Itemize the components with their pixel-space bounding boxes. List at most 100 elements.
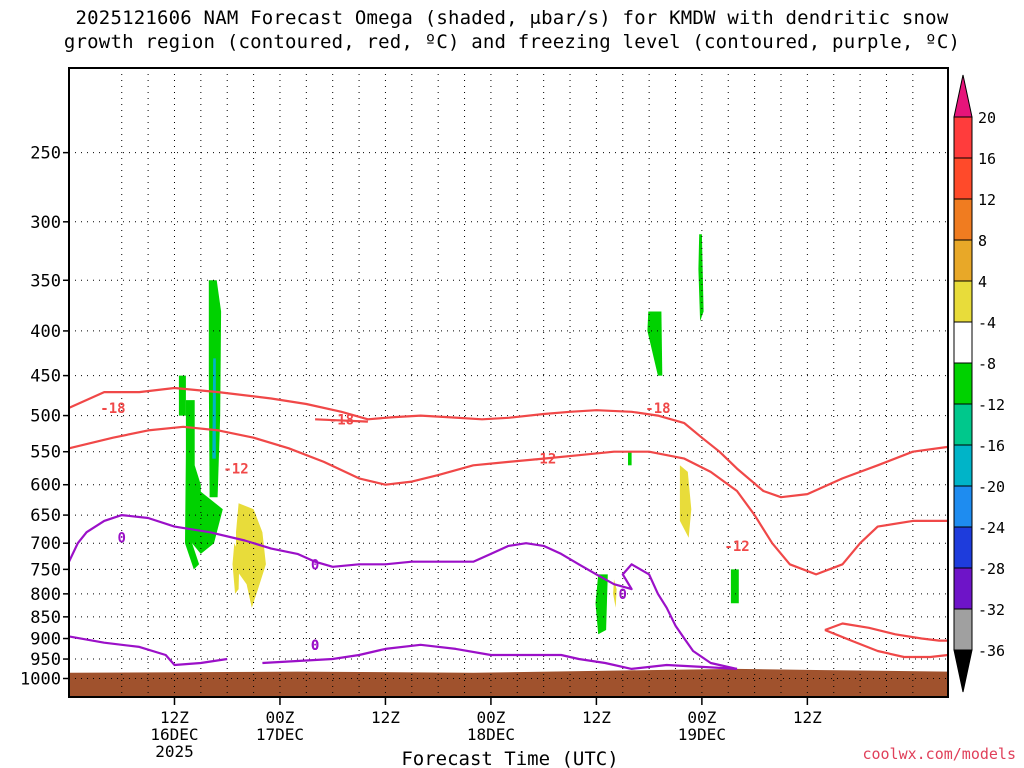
y-tick-label-850: 850 [30, 608, 61, 628]
colorbar-label-3: 8 [978, 232, 987, 250]
omega-region-4 [212, 358, 216, 459]
x-tick-label-42-0: 00Z [476, 708, 505, 727]
colorbar-swatch-2 [953, 198, 973, 241]
contour--18b [315, 418, 368, 423]
colorbar-swatch-4 [953, 280, 973, 323]
colorbar-top-arrow [953, 74, 973, 118]
colorbar-swatch-7 [953, 403, 973, 446]
y-tick-label-550: 550 [30, 443, 61, 463]
contour-label--12b: -12 [531, 452, 556, 468]
colorbar-label-2: 12 [978, 191, 996, 209]
x-tick-label-78-0: 12Z [793, 708, 822, 727]
chart-title-line-2: growth region (contoured, red, ºC) and f… [63, 31, 961, 53]
y-tick-label-650: 650 [30, 506, 61, 526]
contour-label--12c: -12 [724, 539, 749, 555]
omega-region-0 [178, 375, 186, 416]
omega-region-6 [232, 543, 240, 594]
contour-label-0low: 0 [311, 638, 319, 654]
x-tick-label-54-0: 12Z [582, 708, 611, 727]
colorbar-label-6: -8 [978, 355, 996, 373]
colorbar-label-11: -28 [978, 560, 1005, 578]
omega-region-12 [698, 234, 704, 322]
omega-region-2 [192, 484, 223, 554]
contour--12 [68, 425, 948, 576]
colorbar-swatch-9 [953, 485, 973, 528]
omega-region-10 [613, 579, 617, 608]
colorbar-swatch-11 [953, 567, 973, 610]
omega-region-7 [647, 311, 663, 376]
colorbar-label-1: 16 [978, 150, 996, 168]
x-axis-label: Forecast Time (UTC) [401, 748, 618, 768]
colorbar-swatch-6 [953, 362, 973, 405]
omega-region-8 [628, 451, 632, 466]
contour-label--12: -12 [223, 462, 248, 478]
x-tick-label-18-0: 00Z [266, 708, 295, 727]
y-tick-label-600: 600 [30, 476, 61, 496]
x-tick-label-66-1: 19DEC [678, 725, 726, 744]
terrain-ground [69, 668, 948, 697]
plot-frame [68, 67, 949, 698]
contour-0low [68, 635, 228, 667]
y-tick-labels: 2503003504004505005506006507007508008509… [20, 144, 61, 690]
source-credit: coolwx.com/models [862, 745, 1016, 763]
y-tick-label-900: 900 [30, 630, 61, 650]
omega-region-9 [595, 574, 608, 635]
contour-label-0: 0 [118, 531, 126, 547]
y-tick-label-250: 250 [30, 144, 61, 164]
y-tick-label-350: 350 [30, 271, 61, 291]
contour-0low2 [262, 643, 738, 670]
y-tick-label-800: 800 [30, 585, 61, 605]
contour-0 [68, 514, 738, 670]
x-tick-label-6-1: 16DEC [150, 725, 198, 744]
colorbar-label-4: 4 [978, 273, 987, 291]
contour-label--18: -18 [100, 401, 125, 417]
colorbar-label-0: 20 [978, 109, 996, 127]
y-tick-label-400: 400 [30, 322, 61, 342]
contour-+2low2 [824, 628, 949, 659]
contour-+2low [824, 622, 948, 642]
contour-label-0low2: 0 [311, 638, 319, 654]
colorbar-swatch-1 [953, 157, 973, 200]
y-tick-label-500: 500 [30, 407, 61, 427]
x-tick-label-42-1: 18DEC [467, 725, 515, 744]
contour--18 [68, 386, 949, 499]
x-tick-label-6-0: 12Z [160, 708, 189, 727]
contour-label-0b: 0 [311, 557, 319, 573]
x-tick-label-18-1: 17DEC [256, 725, 304, 744]
chart-title-line-1: 2025121606 NAM Forecast Omega (shaded, μ… [75, 7, 949, 29]
x-tick-label-6-2: 2025 [155, 742, 194, 761]
y-tick-label-1000: 1000 [20, 669, 61, 689]
axes-layer [63, 67, 949, 705]
x-tick-label-66-0: 00Z [687, 708, 716, 727]
y-tick-label-450: 450 [30, 367, 61, 387]
colorbar-label-9: -20 [978, 478, 1005, 496]
omega-region-13 [730, 569, 739, 604]
y-tick-label-300: 300 [30, 213, 61, 233]
omega-shading-layer [178, 234, 739, 635]
colorbar-swatch-3 [953, 239, 973, 282]
colorbar-swatch-8 [953, 444, 973, 487]
y-tick-label-750: 750 [30, 560, 61, 580]
omega-region-11 [679, 465, 692, 538]
colorbar-label-7: -12 [978, 396, 1005, 414]
colorbar-label-8: -16 [978, 437, 1005, 455]
omega-region-5 [236, 503, 266, 608]
colorbar-swatch-10 [953, 526, 973, 569]
y-tick-label-700: 700 [30, 534, 61, 554]
terrain-layer [69, 668, 948, 697]
contour-label--18b: -18 [329, 412, 354, 428]
contour-label--18c: -18 [645, 401, 670, 417]
colorbar-swatch-5 [953, 321, 973, 364]
x-tick-label-30-0: 12Z [371, 708, 400, 727]
colorbar-label-13: -36 [978, 642, 1005, 660]
y-tick-label-950: 950 [30, 650, 61, 670]
colorbar-label-5: -4 [978, 314, 996, 332]
colorbar-label-12: -32 [978, 601, 1005, 619]
colorbar-swatch-0 [953, 116, 973, 159]
chart-title: 2025121606 NAM Forecast Omega (shaded, μ… [0, 6, 1024, 54]
colorbar: 20 16 12 8 4 -4 -8 -12 -16 -20 -24 -28 -32 -36 [953, 74, 1005, 693]
contour-label-0c: 0 [619, 587, 627, 603]
